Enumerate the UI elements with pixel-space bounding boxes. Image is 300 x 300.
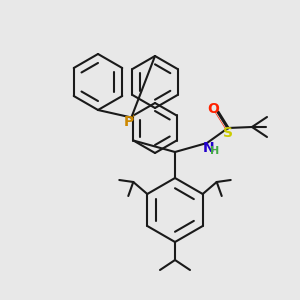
Text: S: S	[223, 126, 233, 140]
Text: P: P	[124, 116, 134, 130]
Text: O: O	[207, 102, 219, 116]
Text: N: N	[203, 141, 215, 155]
Text: H: H	[210, 146, 220, 156]
